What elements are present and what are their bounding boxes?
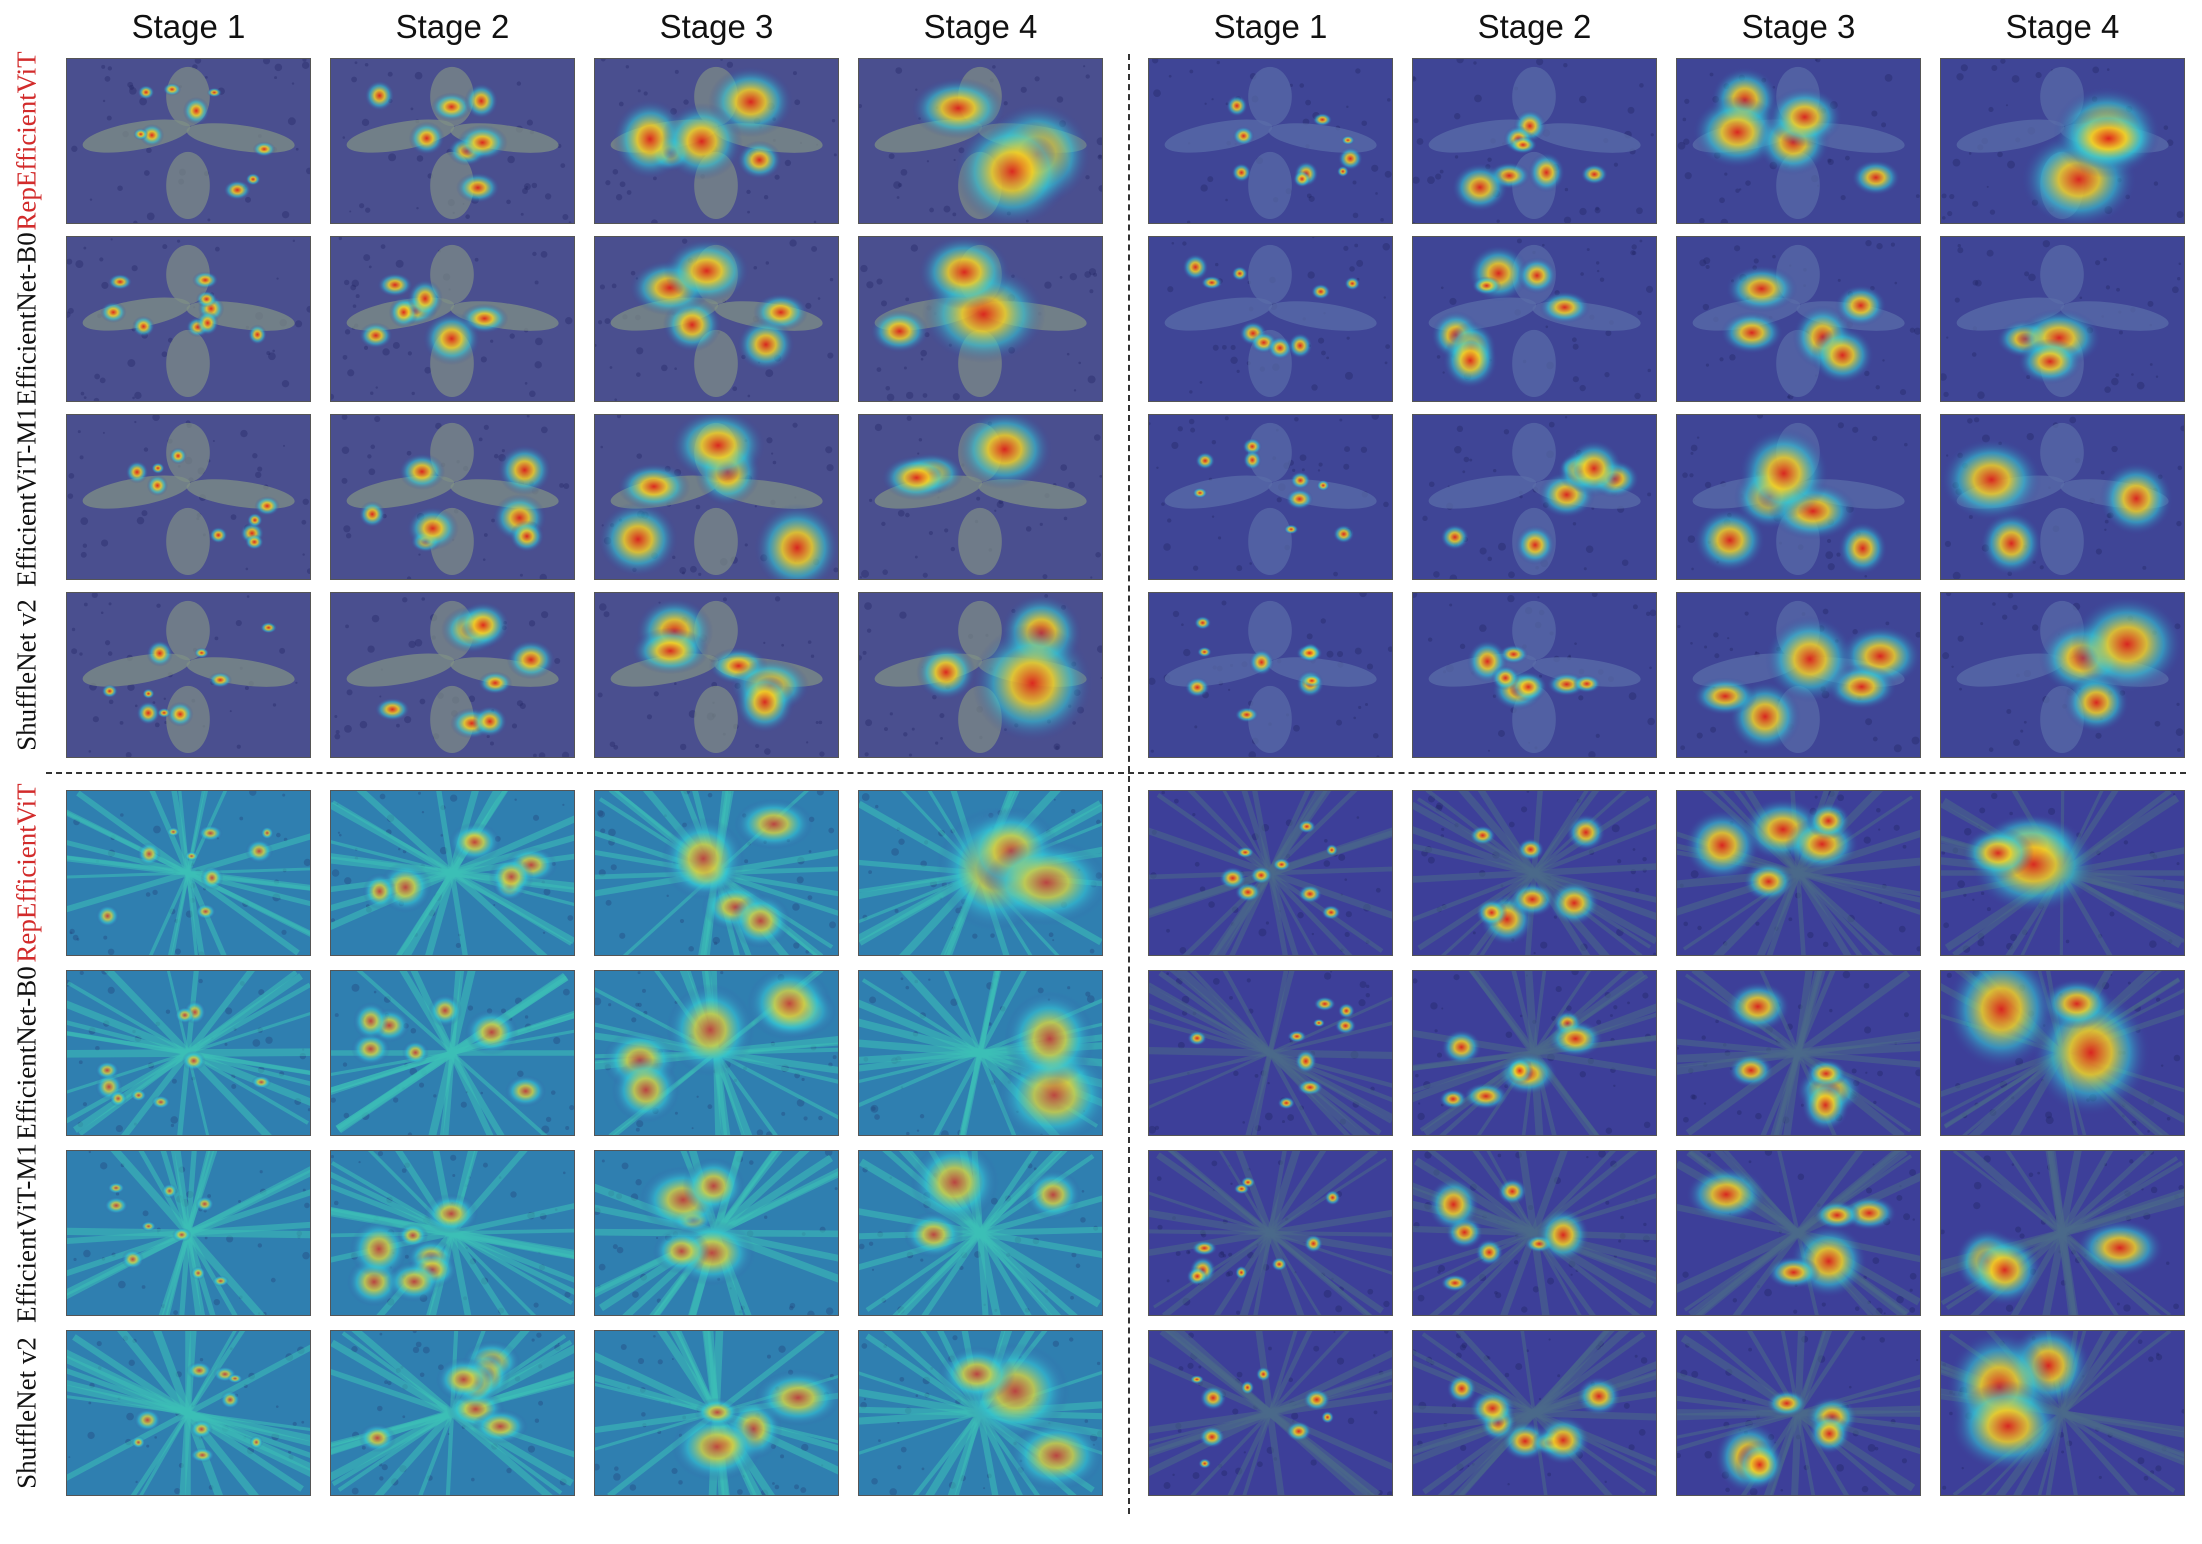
heatmap-panel-weed-broadleaf-row1-stage3 <box>1676 790 1921 956</box>
heatmap-panel-weed-broadleaf-row3-stage3 <box>1676 1150 1921 1316</box>
heatmap-panel-weed-broadleaf-row4-stage1 <box>1148 1330 1393 1496</box>
row-label-text: EfficientNet-B0 <box>11 232 42 406</box>
row-label-text: EfficientViT-M1 <box>11 407 42 587</box>
heatmap-panel-weed-dense-grass-row4-stage2 <box>330 1330 575 1496</box>
heatmap-panel-weed-broadleaf-row3-stage2 <box>1412 1150 1657 1316</box>
heatmap-panel-weed-dense-grass-row1-stage1 <box>66 790 311 956</box>
row-label-text: RepEfficientViT <box>11 783 42 963</box>
heatmap-panel-weed-broadleaf-row2-stage2 <box>1412 970 1657 1136</box>
vertical-divider <box>1128 54 1130 1514</box>
horizontal-divider <box>46 772 2186 774</box>
column-label-stage-4-left: Stage 4 <box>923 8 1038 45</box>
heatmap-panel-seedling-dark-soil-row3-stage4 <box>858 414 1103 580</box>
heatmap-panel-weed-dense-grass-row3-stage1 <box>66 1150 311 1316</box>
heatmap-panel-seedling-blue-soil-row2-stage1 <box>1148 236 1393 402</box>
heatmap-panel-seedling-dark-soil-row4-stage4 <box>858 592 1103 758</box>
heatmap-panel-seedling-blue-soil-row2-stage3 <box>1676 236 1921 402</box>
column-label-stage-2-right: Stage 2 <box>1477 8 1592 45</box>
heatmap-panel-weed-dense-grass-row2-stage4 <box>858 970 1103 1136</box>
row-label-text: ShuffleNet v2 <box>11 1337 42 1489</box>
heatmap-panel-seedling-dark-soil-row4-stage1 <box>66 592 311 758</box>
column-label-stage-3-left: Stage 3 <box>659 8 774 45</box>
column-label-stage-2-left: Stage 2 <box>395 8 510 45</box>
column-label-stage-4-right: Stage 4 <box>2005 8 2120 45</box>
heatmap-panel-weed-dense-grass-row3-stage4 <box>858 1150 1103 1316</box>
heatmap-panel-seedling-dark-soil-row4-stage2 <box>330 592 575 758</box>
heatmap-panel-seedling-blue-soil-row4-stage4 <box>1940 592 2185 758</box>
heatmap-panel-weed-broadleaf-row1-stage1 <box>1148 790 1393 956</box>
row-label-text: ShuffleNet v2 <box>11 599 42 751</box>
heatmap-panel-weed-broadleaf-row4-stage3 <box>1676 1330 1921 1496</box>
heatmap-panel-weed-broadleaf-row1-stage2 <box>1412 790 1657 956</box>
heatmap-panel-seedling-blue-soil-row1-stage2 <box>1412 58 1657 224</box>
row-label-text: RepEfficientViT <box>11 51 42 231</box>
row-label-text: EfficientNet-B0 <box>11 966 42 1140</box>
heatmap-panel-weed-dense-grass-row4-stage1 <box>66 1330 311 1496</box>
heatmap-panel-seedling-dark-soil-row2-stage4 <box>858 236 1103 402</box>
heatmap-panel-weed-dense-grass-row1-stage3 <box>594 790 839 956</box>
heatmap-panel-seedling-blue-soil-row2-stage2 <box>1412 236 1657 402</box>
heatmap-panel-seedling-dark-soil-row3-stage3 <box>594 414 839 580</box>
heatmap-panel-weed-dense-grass-row3-stage2 <box>330 1150 575 1316</box>
heatmap-panel-seedling-blue-soil-row1-stage1 <box>1148 58 1393 224</box>
column-label-stage-1-left: Stage 1 <box>131 8 246 45</box>
heatmap-panel-weed-broadleaf-row2-stage1 <box>1148 970 1393 1136</box>
heatmap-panel-weed-broadleaf-row2-stage4 <box>1940 970 2185 1136</box>
heatmap-panel-weed-dense-grass-row1-stage2 <box>330 790 575 956</box>
heatmap-panel-weed-broadleaf-row4-stage2 <box>1412 1330 1657 1496</box>
heatmap-panel-seedling-dark-soil-row2-stage3 <box>594 236 839 402</box>
heatmap-panel-seedling-blue-soil-row3-stage3 <box>1676 414 1921 580</box>
heatmap-panel-seedling-blue-soil-row3-stage4 <box>1940 414 2185 580</box>
heatmap-panel-seedling-blue-soil-row3-stage2 <box>1412 414 1657 580</box>
heatmap-panel-seedling-blue-soil-row1-stage4 <box>1940 58 2185 224</box>
column-label-stage-3-right: Stage 3 <box>1741 8 1856 45</box>
heatmap-panel-weed-broadleaf-row4-stage4 <box>1940 1330 2185 1496</box>
heatmap-panel-seedling-dark-soil-row2-stage2 <box>330 236 575 402</box>
heatmap-panel-seedling-blue-soil-row2-stage4 <box>1940 236 2185 402</box>
heatmap-panel-weed-broadleaf-row3-stage4 <box>1940 1150 2185 1316</box>
heatmap-panel-weed-dense-grass-row3-stage3 <box>594 1150 839 1316</box>
heatmap-panel-seedling-dark-soil-row1-stage4 <box>858 58 1103 224</box>
heatmap-panel-seedling-dark-soil-row3-stage2 <box>330 414 575 580</box>
heatmap-panel-weed-dense-grass-row2-stage3 <box>594 970 839 1136</box>
heatmap-panel-weed-dense-grass-row1-stage4 <box>858 790 1103 956</box>
heatmap-panel-seedling-blue-soil-row3-stage1 <box>1148 414 1393 580</box>
column-label-stage-1-right: Stage 1 <box>1213 8 1328 45</box>
heatmap-panel-seedling-blue-soil-row4-stage2 <box>1412 592 1657 758</box>
heatmap-panel-seedling-dark-soil-row3-stage1 <box>66 414 311 580</box>
heatmap-panel-seedling-dark-soil-row1-stage3 <box>594 58 839 224</box>
heatmap-panel-seedling-blue-soil-row4-stage1 <box>1148 592 1393 758</box>
heatmap-panel-seedling-dark-soil-row4-stage3 <box>594 592 839 758</box>
heatmap-panel-weed-dense-grass-row2-stage2 <box>330 970 575 1136</box>
heatmap-panel-seedling-dark-soil-row1-stage2 <box>330 58 575 224</box>
heatmap-panel-seedling-dark-soil-row2-stage1 <box>66 236 311 402</box>
heatmap-panel-seedling-dark-soil-row1-stage1 <box>66 58 311 224</box>
heatmap-panel-weed-broadleaf-row3-stage1 <box>1148 1150 1393 1316</box>
heatmap-panel-weed-broadleaf-row1-stage4 <box>1940 790 2185 956</box>
heatmap-panel-seedling-blue-soil-row4-stage3 <box>1676 592 1921 758</box>
heatmap-panel-seedling-blue-soil-row1-stage3 <box>1676 58 1921 224</box>
heatmap-panel-weed-broadleaf-row2-stage3 <box>1676 970 1921 1136</box>
heatmap-panel-weed-dense-grass-row4-stage4 <box>858 1330 1103 1496</box>
row-label-text: EfficientViT-M1 <box>11 1143 42 1323</box>
heatmap-panel-weed-dense-grass-row4-stage3 <box>594 1330 839 1496</box>
heatmap-panel-weed-dense-grass-row2-stage1 <box>66 970 311 1136</box>
